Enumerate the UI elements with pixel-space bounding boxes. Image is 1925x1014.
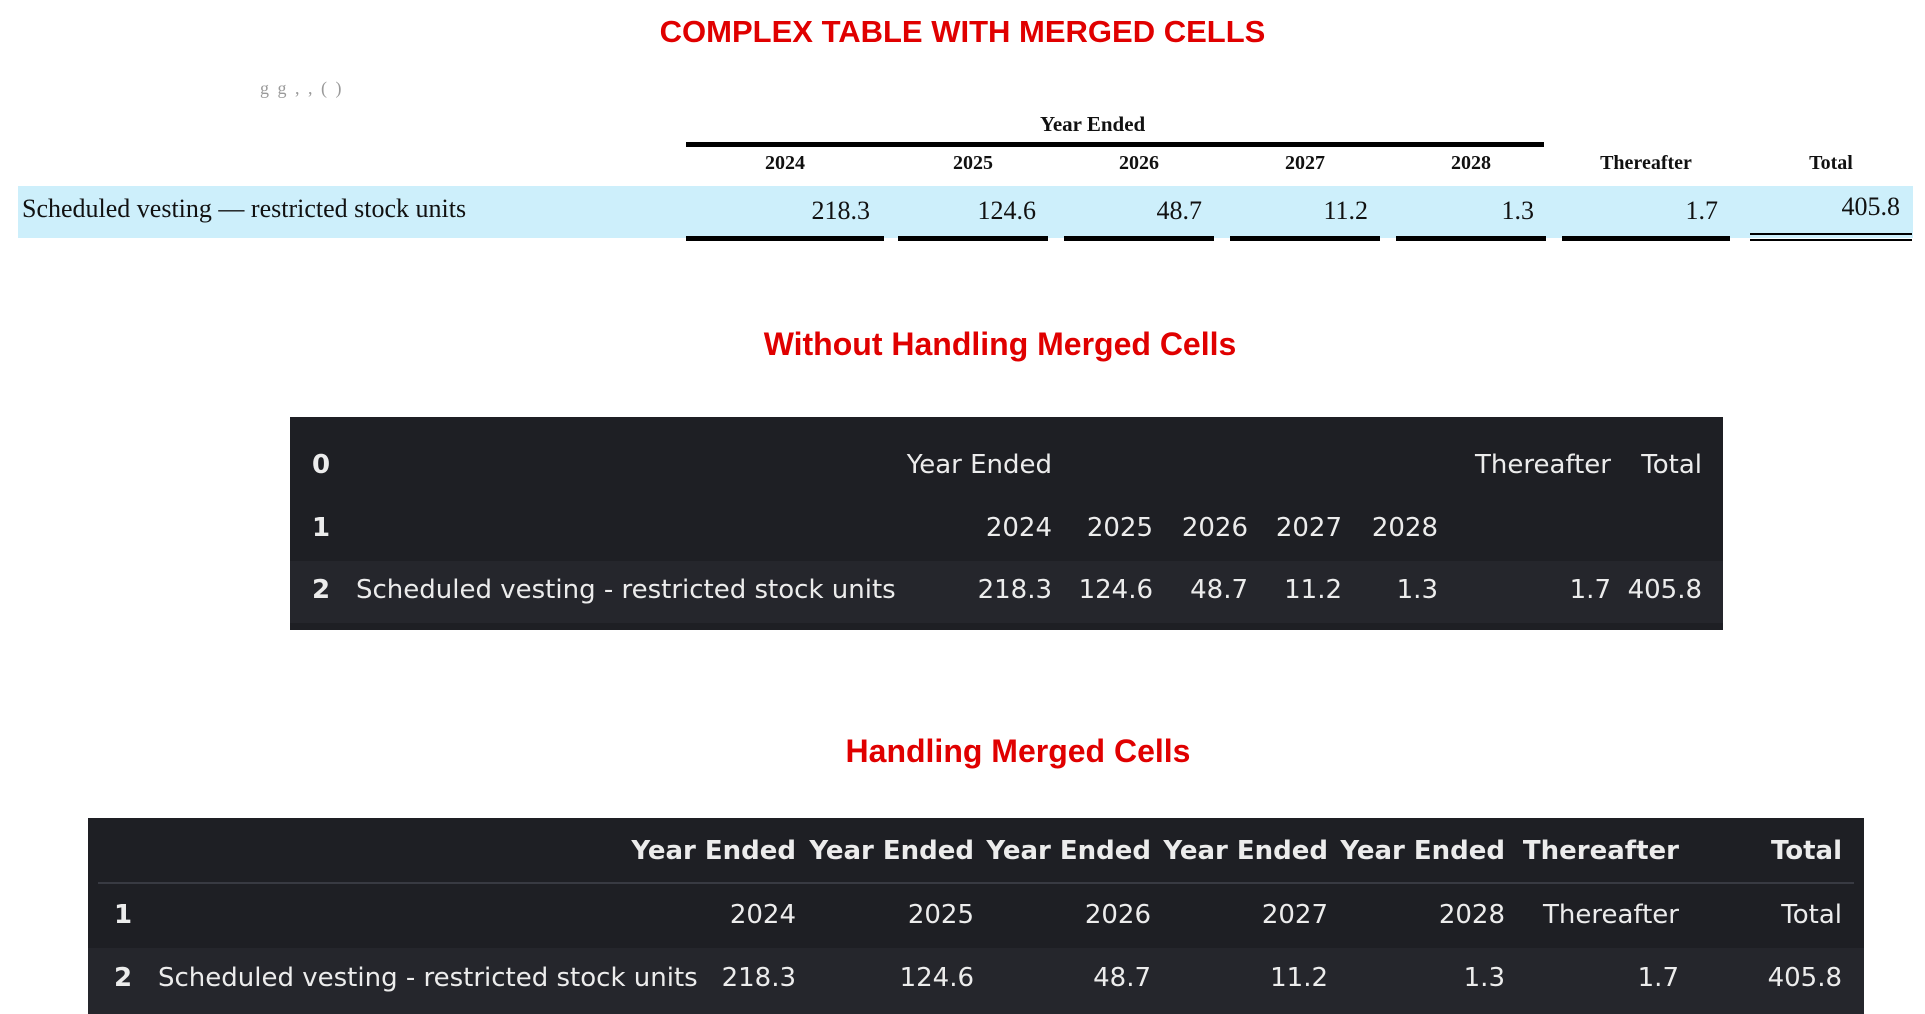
cell: 124.6: [1078, 575, 1153, 605]
cell: 11.2: [1284, 575, 1342, 605]
year-2027-header: 2027: [1285, 152, 1325, 174]
rule: [1562, 236, 1730, 241]
value-2027: 11.2: [1323, 196, 1368, 225]
thereafter-header: Thereafter: [1600, 152, 1692, 174]
cell: Total: [1781, 900, 1842, 930]
row-label: Scheduled vesting — restricted stock uni…: [22, 194, 467, 223]
cell: 2026: [1084, 900, 1151, 930]
value-thereafter: 1.7: [1685, 196, 1719, 225]
value-2025: 124.6: [977, 196, 1037, 225]
column-header: Year Ended: [1340, 836, 1505, 866]
cell: 2025: [907, 900, 974, 930]
title-handling-merged: Handling Merged Cells: [845, 733, 1191, 769]
unmerged-dataframe: 0 Year Ended Thereafter Total 1 2024 202…: [290, 417, 1723, 630]
title-complex-table: COMPLEX TABLE WITH MERGED CELLS: [659, 14, 1266, 49]
rule: [1750, 233, 1912, 235]
cell: 1.7: [1569, 575, 1611, 605]
row-label: Scheduled vesting - restricted stock uni…: [356, 575, 896, 605]
cell: 1.3: [1396, 575, 1438, 605]
column-header: Year Ended: [986, 836, 1151, 866]
clipped-text-line: g g , , ( ): [260, 78, 344, 98]
cell: 2024: [985, 513, 1052, 543]
group-underline: [686, 142, 1544, 147]
cell: 11.2: [1270, 963, 1328, 993]
column-header: Year Ended: [809, 836, 974, 866]
cell: 2024: [729, 900, 796, 930]
cell: 2025: [1086, 513, 1153, 543]
cell: Thereafter: [1475, 450, 1611, 480]
cell: Year Ended: [906, 450, 1052, 480]
value-2024: 218.3: [811, 196, 871, 225]
row-index: 2: [312, 575, 331, 605]
year-2026-header: 2026: [1119, 152, 1159, 174]
table-row: [290, 561, 1723, 623]
cell: 405.8: [1627, 575, 1702, 605]
row-index: 0: [312, 450, 331, 480]
total-header: Total: [1809, 152, 1853, 174]
value-2028: 1.3: [1501, 196, 1535, 225]
header-divider: [98, 882, 1854, 884]
cell: 2027: [1261, 900, 1328, 930]
cell: 2028: [1438, 900, 1505, 930]
year-2028-header: 2028: [1451, 152, 1491, 174]
cell: 218.3: [977, 575, 1052, 605]
cell: 218.3: [721, 963, 796, 993]
source-table: g g , , ( ) Year Ended 2024 2025 2026 20…: [0, 0, 1925, 250]
table-row: [88, 948, 1864, 1014]
cell: 405.8: [1767, 963, 1842, 993]
cell: 48.7: [1190, 575, 1248, 605]
rule: [1064, 236, 1214, 241]
cell: 1.3: [1463, 963, 1505, 993]
row-index: 2: [114, 963, 133, 993]
cell: 1.7: [1637, 963, 1679, 993]
rule: [1750, 239, 1912, 241]
value-total: 405.8: [1841, 192, 1901, 221]
column-header: Year Ended: [631, 836, 796, 866]
row-index: 1: [312, 513, 331, 543]
rule: [1396, 236, 1546, 241]
rule: [1230, 236, 1380, 241]
title-without-handling: Without Handling Merged Cells: [763, 326, 1237, 362]
cell: Thereafter: [1543, 900, 1679, 930]
rule: [898, 236, 1048, 241]
cell: Total: [1641, 450, 1702, 480]
cell: 2028: [1371, 513, 1438, 543]
year-2024-header: 2024: [765, 152, 805, 174]
year-2025-header: 2025: [953, 152, 993, 174]
column-header: Total: [1770, 836, 1842, 866]
column-header: Year Ended: [1163, 836, 1328, 866]
rule: [686, 236, 884, 241]
year-ended-header: Year Ended: [1040, 112, 1146, 136]
cell: 2026: [1181, 513, 1248, 543]
column-header: Thereafter: [1522, 836, 1679, 866]
merged-dataframe: Year Ended Year Ended Year Ended Year En…: [88, 818, 1864, 1014]
cell: 2027: [1275, 513, 1342, 543]
row-label: Scheduled vesting - restricted stock uni…: [158, 963, 698, 993]
cell: 48.7: [1093, 963, 1151, 993]
cell: 124.6: [899, 963, 974, 993]
row-index: 1: [114, 900, 133, 930]
highlighted-row: [18, 186, 1913, 238]
value-2026: 48.7: [1156, 196, 1203, 225]
